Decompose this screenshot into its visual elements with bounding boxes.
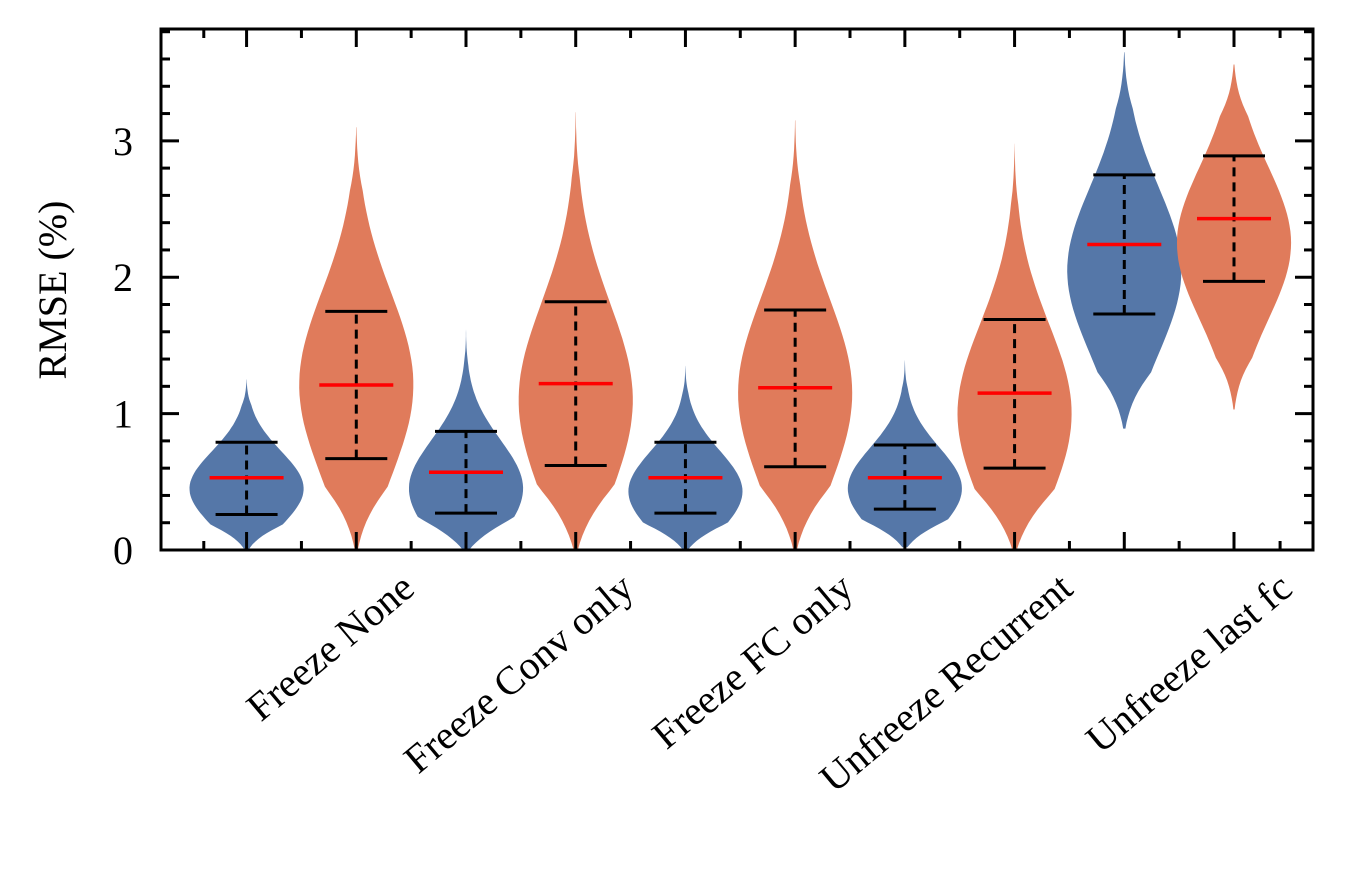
y-tick-label: 0 xyxy=(113,528,133,573)
violin-body xyxy=(1177,64,1292,410)
y-axis-label: RMSE (%) xyxy=(30,201,75,380)
x-tick-label: Freeze Conv only xyxy=(395,564,642,781)
violin-body xyxy=(628,365,743,550)
y-tick-label: 3 xyxy=(113,119,133,164)
violin-body xyxy=(1067,52,1182,429)
x-tick-label: Freeze FC only xyxy=(643,564,861,757)
violin-body xyxy=(409,329,524,550)
plot-frame xyxy=(159,27,1315,552)
y-tick-label: 1 xyxy=(113,392,133,437)
y-tick-label: 2 xyxy=(113,255,133,300)
violin-body xyxy=(738,120,853,551)
violins-layer xyxy=(189,52,1292,551)
violin-body xyxy=(518,112,633,550)
x-tick-label: Unfreeze last fc xyxy=(1077,564,1300,761)
x-tick-label: Freeze None xyxy=(238,564,423,729)
violin-body xyxy=(847,360,962,548)
y-tick-labels: 0 1 2 3 xyxy=(113,119,133,573)
